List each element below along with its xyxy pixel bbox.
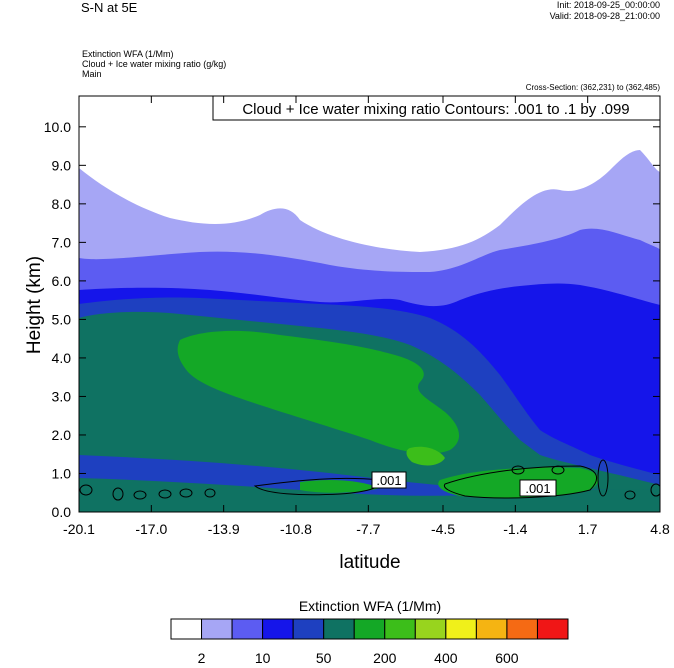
contour-info-box xyxy=(212,95,661,121)
x-tick-label: 1.7 xyxy=(578,521,598,537)
colorbar-label: 50 xyxy=(316,650,332,666)
y-tick-label: 6.0 xyxy=(52,273,72,289)
shade-level-600 xyxy=(406,446,445,466)
colorbar-title: Extinction WFA (1/Mm) xyxy=(298,598,442,614)
variable-legend: Extinction WFA (1/Mm) Cloud + Ice water … xyxy=(82,49,226,79)
y-tick-label: 7.0 xyxy=(52,234,72,250)
colorbar-label: 2 xyxy=(198,650,206,666)
variable-line-1: Extinction WFA (1/Mm) xyxy=(82,49,174,59)
valid-time: Valid: 2018-09-28_21:00:00 xyxy=(549,11,660,21)
colorbar-swatch xyxy=(262,618,294,640)
colorbar-swatch xyxy=(292,618,325,640)
colorbar-swatch xyxy=(323,618,355,640)
colorbar-label: 200 xyxy=(373,650,397,666)
colorbar-swatch xyxy=(445,618,477,640)
colorbar-label: 400 xyxy=(434,650,458,666)
y-tick-label: 9.0 xyxy=(52,157,72,173)
cross-section-label: Cross-Section: (362,231) to (362,485) xyxy=(525,83,660,92)
colorbar: 2 10 50 200 400 600 xyxy=(170,618,569,666)
x-tick-label: -20.1 xyxy=(63,521,95,537)
variable-line-2: Cloud + Ice water mixing ratio (g/kg) xyxy=(82,59,227,69)
shade-level-400 xyxy=(177,330,460,454)
x-tick-label: -1.4 xyxy=(503,521,527,537)
contour-label-2: .001 xyxy=(525,481,550,496)
colorbar-swatch xyxy=(231,618,264,640)
x-tick-label: -10.8 xyxy=(280,521,312,537)
contour-label-1: .001 xyxy=(376,473,401,488)
init-valid-label: Init: 2018-09-25_00:00:00 Valid: 2018-09… xyxy=(550,0,660,22)
y-tick-label: 0.0 xyxy=(52,504,72,520)
y-tick-label: 3.0 xyxy=(52,388,72,404)
y-axis-ticks: 0.0 1.0 2.0 3.0 4.0 5.0 6.0 7.0 8.0 9.0 10.0 xyxy=(44,119,660,520)
colorbar-swatch xyxy=(353,618,386,640)
colorbar-swatch xyxy=(414,618,447,640)
shaded-field xyxy=(79,96,660,512)
contour-info-text: Cloud + Ice water mixing ratio Contours:… xyxy=(242,101,629,118)
x-tick-label: -17.0 xyxy=(135,521,167,537)
colorbar-swatch xyxy=(475,618,508,640)
colorbar-label: 600 xyxy=(495,650,519,666)
mixing-ratio-contours xyxy=(79,459,660,501)
y-tick-label: 2.0 xyxy=(52,427,72,443)
x-tick-label: -4.5 xyxy=(431,521,455,537)
x-tick-label: -13.9 xyxy=(208,521,240,537)
colorbar-label: 10 xyxy=(255,650,271,666)
colorbar-swatch xyxy=(384,618,416,640)
x-axis-ticks: -20.1 -17.0 -13.9 -10.8 -7.7 -4.5 -1.4 1.7 4.8 xyxy=(63,96,670,537)
colorbar-swatch xyxy=(506,618,538,640)
x-tick-label: 4.8 xyxy=(650,521,670,537)
init-time: Init: 2018-09-25_00:00:00 xyxy=(556,0,660,10)
y-axis-label: Height (km) xyxy=(24,255,45,355)
variable-line-3: Main xyxy=(82,69,102,79)
y-tick-label: 4.0 xyxy=(52,350,72,366)
y-tick-label: 8.0 xyxy=(52,196,72,212)
y-tick-label: 1.0 xyxy=(52,465,72,481)
main-title: S-N at 5E xyxy=(81,0,138,15)
y-tick-label: 10.0 xyxy=(44,119,71,135)
colorbar-swatch xyxy=(201,618,233,640)
colorbar-swatch xyxy=(170,618,203,640)
colorbar-swatch xyxy=(536,618,569,640)
x-axis-label: latitude xyxy=(339,552,401,573)
contour-label-box-2 xyxy=(519,479,557,497)
contour-label-box-1 xyxy=(371,471,407,489)
y-tick-label: 5.0 xyxy=(52,311,72,327)
x-tick-label: -7.7 xyxy=(356,521,380,537)
